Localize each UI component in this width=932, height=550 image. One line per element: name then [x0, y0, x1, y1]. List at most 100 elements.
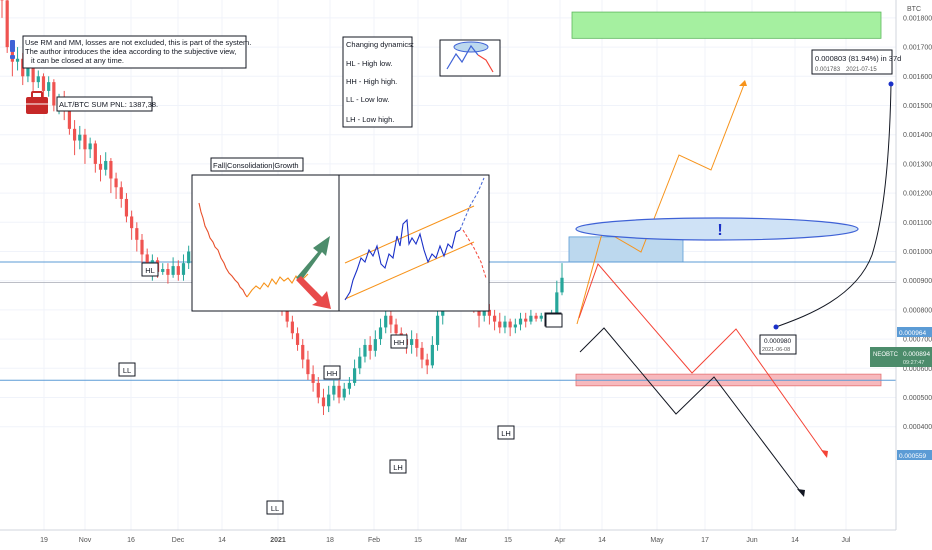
- note-line-3: it can be closed at any time.: [31, 56, 124, 65]
- candle-body: [316, 382, 320, 398]
- projection-paths: [576, 80, 828, 497]
- swing-label-hh: HH: [394, 338, 405, 347]
- level-badge-support: 0.000559: [897, 450, 932, 460]
- candle-body: [420, 347, 424, 360]
- symbol-label: NEOBTC: [873, 352, 899, 358]
- scheme-down-arrow: [296, 276, 331, 309]
- candle-body: [518, 318, 523, 325]
- candle-body: [337, 385, 341, 398]
- candle-body: [394, 324, 398, 334]
- candle-body: [435, 315, 440, 345]
- swing-label-box: [266, 500, 284, 515]
- candle-body: [67, 111, 72, 129]
- candle-body: [415, 339, 419, 348]
- candle-body: [109, 160, 113, 179]
- briefcase-icon: [26, 91, 48, 114]
- note-line-2: The author introduces the idea according…: [25, 47, 236, 56]
- time-tick-label: 15: [414, 537, 422, 544]
- candle-body: [529, 315, 533, 322]
- channel-bottom-line: [344, 241, 475, 300]
- candle-body: [425, 359, 429, 366]
- swing-label-box: [390, 334, 408, 349]
- price-tick-label: 0.001800: [903, 15, 932, 22]
- swing-label-lh: LH: [501, 429, 511, 438]
- candle-body: [145, 254, 149, 267]
- dynamics-item-hh: HH - High high.: [346, 77, 397, 86]
- candle-body: [363, 344, 367, 357]
- candle-body: [171, 266, 175, 275]
- dynamics-item-hl: HL - High low.: [346, 59, 392, 68]
- note-box[interactable]: [22, 35, 247, 69]
- candle-body: [47, 82, 51, 91]
- candle-body: [342, 388, 346, 398]
- candle-body: [187, 251, 191, 264]
- info-dot-icon: [10, 55, 15, 59]
- candle-body: [513, 324, 517, 328]
- black-path: [579, 327, 804, 496]
- candle-body: [15, 58, 20, 62]
- bear-arrow-head: [821, 450, 828, 458]
- time-tick-label: Feb: [368, 537, 380, 544]
- candle-body: [524, 318, 528, 322]
- candle-body: [26, 67, 30, 77]
- countdown: 09:27:47: [903, 360, 924, 366]
- projection-start-point: [773, 324, 779, 330]
- time-tick-label: Apr: [555, 537, 567, 544]
- level-value-resistance: 0.000964: [899, 330, 926, 337]
- time-tick-label: 2021: [270, 537, 286, 544]
- price-tick-label: 0.001500: [903, 103, 932, 110]
- projection-box[interactable]: [811, 49, 893, 75]
- time-tick-label: 17: [701, 537, 709, 544]
- candle-body: [124, 198, 129, 217]
- time-tick-label: Dec: [172, 537, 185, 544]
- note-line-1: Use RM and MM, losses are not excluded, …: [25, 38, 251, 47]
- target-zone[interactable]: [571, 11, 882, 39]
- candle-body: [290, 321, 294, 334]
- candle-body: [410, 339, 414, 345]
- candle-body: [539, 315, 543, 319]
- candle-body: [72, 128, 77, 141]
- dynamics-title: Changing dynamics:: [346, 40, 414, 49]
- candle-body: [306, 359, 310, 375]
- bull-path: [576, 81, 746, 325]
- candle-body: [161, 269, 165, 272]
- info-marker-icon: [10, 40, 15, 52]
- scheme-up-arrow: [296, 236, 330, 281]
- key-zone-ellipse[interactable]: [575, 217, 859, 241]
- candle-body: [482, 309, 486, 316]
- candle-body: [560, 277, 564, 293]
- candle-body: [352, 368, 357, 383]
- last-price-badge: NEOBTC 0.000894 09:27:47: [870, 347, 932, 367]
- price-tick-label: 0.000700: [903, 337, 932, 344]
- entry-zone[interactable]: [568, 236, 684, 263]
- projection-curve: [775, 83, 892, 328]
- candle-body: [166, 269, 170, 275]
- swing-label-hl: HL: [145, 266, 155, 275]
- time-tick-label: 14: [218, 537, 226, 544]
- candle-body: [119, 187, 123, 199]
- price-tick-label: 0.001100: [903, 220, 932, 227]
- scheme-panel[interactable]: Fall|Consolidation|Growth: [191, 157, 490, 312]
- candle-body: [181, 263, 186, 275]
- swing-label-box: [497, 425, 515, 440]
- time-tick-label: Mar: [455, 537, 468, 544]
- pnl-box[interactable]: [56, 96, 153, 112]
- candle-body: [98, 163, 103, 170]
- candle-body: [492, 315, 497, 322]
- candle-body: [487, 309, 492, 316]
- candle-body: [358, 356, 362, 369]
- time-tick-label: 14: [598, 537, 606, 544]
- channel-up-projection: [459, 177, 485, 231]
- time-axis[interactable]: 19 Nov 16 Dec 14 2021 18 Feb 15 Mar 15 Apr 14 May 17 Ju…: [40, 537, 851, 544]
- point-box[interactable]: [759, 334, 797, 355]
- price-tick-label: 0.001600: [903, 74, 932, 81]
- candle-body: [301, 344, 305, 360]
- dynamics-legend-box[interactable]: [342, 36, 413, 128]
- candle-body: [498, 321, 502, 328]
- price-tick-label: 0.001700: [903, 45, 932, 52]
- price-axis[interactable]: 0.000400 0.000500 0.000600 0.000700 0.000800…: [903, 15, 932, 431]
- swing-label-ll: LL: [271, 504, 279, 513]
- time-tick-label: Jun: [746, 537, 757, 544]
- level-value-support: 0.000559: [899, 453, 926, 460]
